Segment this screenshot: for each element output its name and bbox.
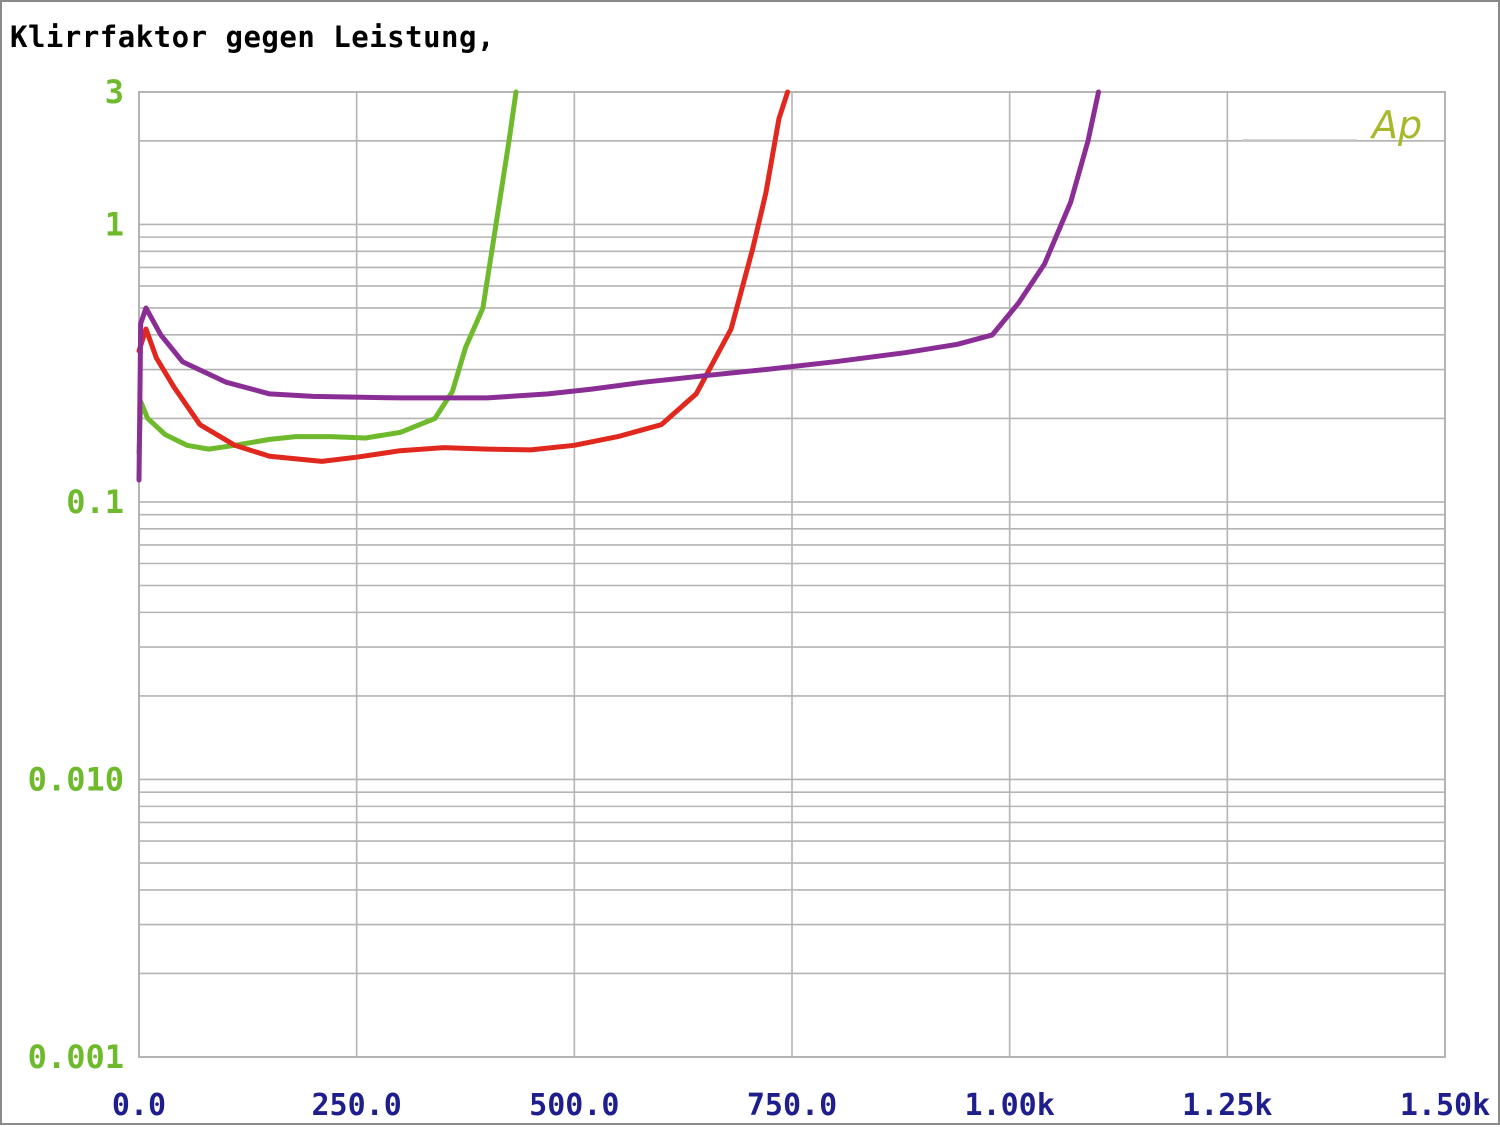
audio-precision-logo: Ap: [1369, 103, 1422, 147]
y-tick-label: 1: [105, 205, 124, 243]
series-line-1: [136, 89, 519, 456]
series-line-2: [136, 89, 791, 464]
x-tick-label: 500.0: [529, 1088, 619, 1123]
x-tick-label: 0.0: [112, 1088, 166, 1123]
x-tick-label: 1.00k: [965, 1088, 1055, 1123]
y-tick-label: 3: [105, 73, 124, 111]
plot-border: [138, 91, 1446, 1058]
y-tick-label: 0.010: [28, 760, 124, 798]
x-tick-label: 250.0: [312, 1088, 402, 1123]
y-tick-label: 0.001: [28, 1038, 124, 1076]
series-line-3: [136, 89, 1101, 483]
x-tick-label: 1.25k: [1182, 1088, 1272, 1123]
y-tick-label: 0.1: [66, 483, 124, 521]
x-tick-label: 1.50k: [1400, 1088, 1490, 1123]
chart-title: Klirrfaktor gegen Leistung,: [10, 20, 495, 54]
x-tick-label: 750.0: [747, 1088, 837, 1123]
